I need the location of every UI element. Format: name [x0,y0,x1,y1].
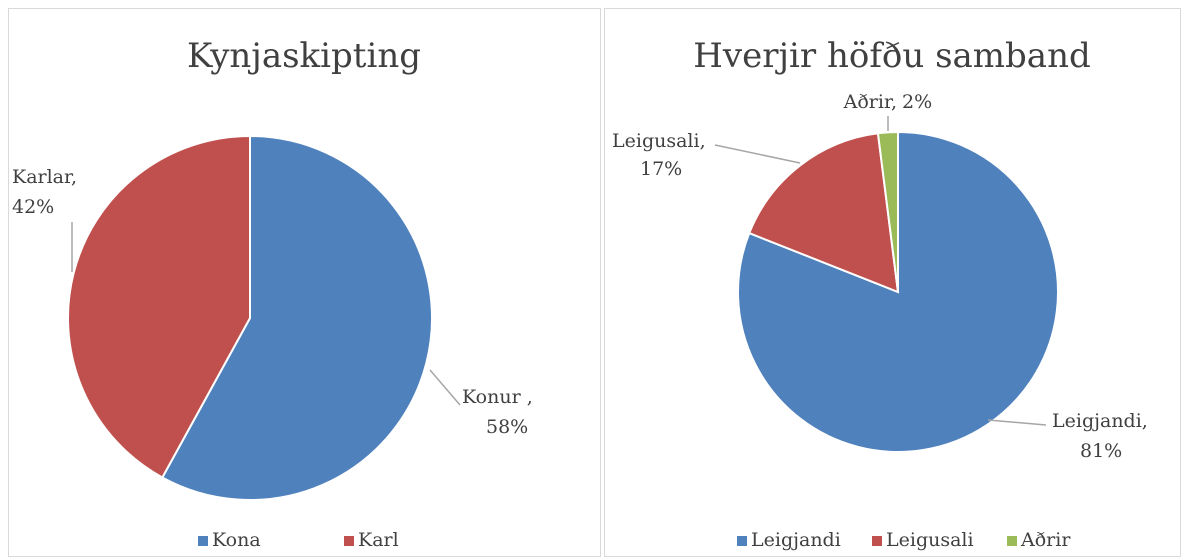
leader-line [429,369,461,406]
data-label-name: Leigjandi, [1052,410,1148,432]
data-label-value: 81% [1080,440,1122,462]
data-label-name: Karlar, [12,166,77,188]
legend-label: Leigusali [886,529,974,551]
legend-label: Aðrir [1020,529,1071,551]
leader-line [987,419,1047,426]
legend-swatch [872,536,882,546]
legend-swatch [344,536,354,546]
chart-title: Hverjir höfðu samband [693,36,1091,76]
pie-slice [747,132,900,294]
data-label-value: 2% [902,91,932,113]
data-label-name: Konur , [462,386,533,408]
data-label-value: 17% [640,158,682,180]
data-label-name: Leigusali, [612,130,706,152]
legend-label: Kona [212,529,261,551]
pie-slice [67,134,251,479]
data-label-name: Aðrir, [843,91,897,113]
legend-label: Leigjandi [751,529,841,551]
chart-title: Kynjaskipting [187,36,421,76]
legend-label: Karl [358,529,399,551]
legend-swatch [737,536,747,546]
legend-swatch [1007,536,1017,546]
leader-line [714,144,801,164]
legend-swatch [198,536,208,546]
data-label-value: 42% [12,196,54,218]
data-label-value: 58% [486,416,528,438]
pie-slice [160,134,433,501]
pie-slice [876,130,899,293]
